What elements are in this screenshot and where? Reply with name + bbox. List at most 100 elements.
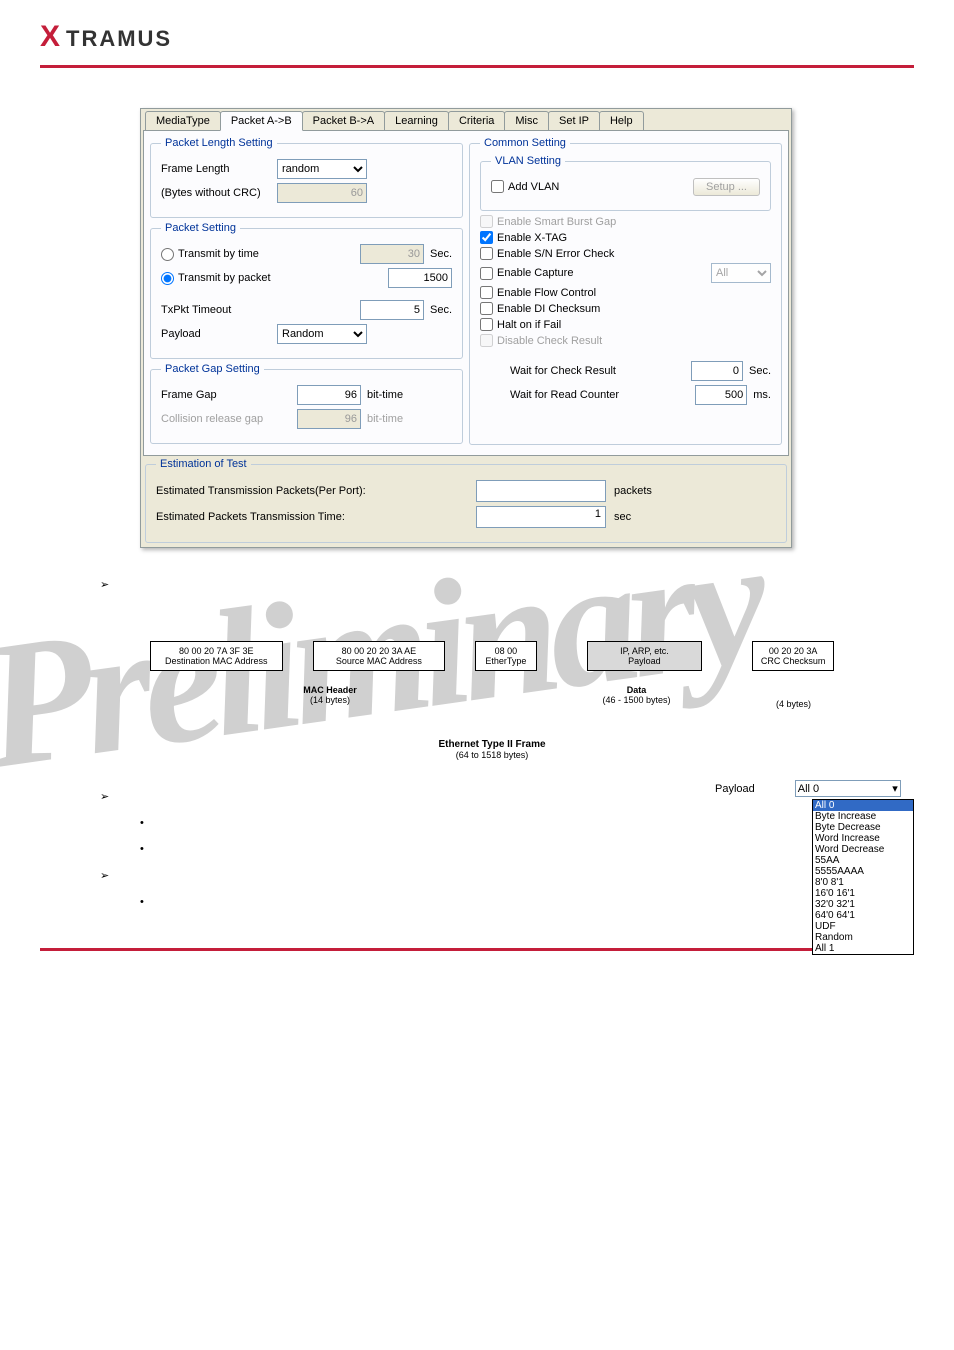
txpkt-label: TxPkt Timeout	[161, 304, 271, 316]
pd-list[interactable]: All 0 Byte Increase Byte Decrease Word I…	[812, 799, 914, 955]
capture-select: All	[711, 263, 771, 283]
capture-check[interactable]	[480, 267, 493, 280]
dtb-label: (46 - 1500 bytes)	[560, 695, 713, 705]
settings-dialog: MediaType Packet A->B Packet B->A Learni…	[140, 108, 792, 548]
wcr-label: Wait for Check Result	[510, 365, 616, 377]
wcr-suffix: Sec.	[749, 365, 771, 377]
sn-error-check[interactable]	[480, 247, 493, 260]
sec-label-2: Sec.	[430, 304, 452, 316]
wcr-input[interactable]	[691, 361, 743, 381]
pd-opt-6[interactable]: 5555AAAA	[813, 866, 913, 877]
vlan-setting: VLAN Setting Add VLAN Setup ...	[480, 155, 771, 211]
frame-gap-input[interactable]	[297, 385, 361, 405]
pd-label: Payload	[715, 783, 755, 795]
halt-fail-check[interactable]	[480, 318, 493, 331]
frame-length-select[interactable]: random	[277, 159, 367, 179]
tab-help[interactable]: Help	[599, 111, 644, 130]
transmit-by-time-label: Transmit by time	[178, 248, 259, 260]
wrc-suffix: ms.	[753, 389, 771, 401]
common-setting: Common Setting VLAN Setting Add VLAN Set…	[469, 137, 782, 445]
payload-select[interactable]: Random	[277, 324, 367, 344]
pd-opt-0[interactable]: All 0	[813, 800, 913, 811]
fb3a: 08 00	[482, 646, 529, 656]
fb1a: 80 00 20 7A 3F 3E	[157, 646, 276, 656]
tab-misc[interactable]: Misc	[504, 111, 549, 130]
tab-bar: MediaType Packet A->B Packet B->A Learni…	[141, 109, 791, 130]
frame-length-label: Frame Length	[161, 163, 271, 175]
ps-legend: Packet Setting	[161, 222, 240, 234]
chevron-down-icon[interactable]: ▾	[892, 782, 898, 795]
packet-setting: Packet Setting Transmit by time Sec. Tra…	[150, 222, 463, 359]
fb3b: EtherType	[482, 656, 529, 666]
frame-diagram: 80 00 20 7A 3F 3EDestination MAC Address…	[150, 641, 834, 760]
setup-button: Setup ...	[693, 178, 760, 196]
pd-opt-5[interactable]: 55AA	[813, 855, 913, 866]
fb4b: Payload	[594, 656, 696, 666]
wrc-input[interactable]	[695, 385, 747, 405]
pd-opt-4[interactable]: Word Decrease	[813, 844, 913, 855]
add-vlan-check[interactable]	[491, 180, 504, 193]
vlan-legend: VLAN Setting	[491, 155, 565, 167]
mh-label: MAC Header	[150, 685, 510, 695]
svg-text:TRAMUS: TRAMUS	[66, 26, 172, 51]
pd-opt-7[interactable]: 8'0 8'1	[813, 877, 913, 888]
est-l2: Estimated Packets Transmission Time:	[156, 511, 396, 523]
fb4a: IP, ARP, etc.	[594, 646, 696, 656]
disable-check-check	[480, 334, 493, 347]
bytes-label: (Bytes without CRC)	[161, 187, 271, 199]
estimation: Estimation of Test Estimated Transmissio…	[145, 458, 787, 543]
flow-control-check[interactable]	[480, 286, 493, 299]
tab-packet-ba[interactable]: Packet B->A	[302, 111, 385, 130]
by-time-input	[360, 244, 424, 264]
est-v2: 1	[476, 506, 606, 528]
fb5a: 00 20 20 3A	[759, 646, 827, 656]
tab-criteria[interactable]: Criteria	[448, 111, 505, 130]
mhb-label: (14 bytes)	[150, 695, 510, 705]
pd-selected[interactable]: All 0	[798, 783, 892, 795]
pd-opt-13[interactable]: All 1	[813, 943, 913, 954]
by-packet-input[interactable]	[388, 268, 452, 288]
pls-legend: Packet Length Setting	[161, 137, 277, 149]
cb-label: (4 bytes)	[753, 699, 834, 709]
est-s1: packets	[614, 485, 652, 497]
halt-fail-label: Halt on if Fail	[497, 319, 561, 331]
packet-length-setting: Packet Length Setting Frame Length rando…	[150, 137, 463, 218]
est-v1	[476, 480, 606, 502]
logo: XTRAMUS	[40, 20, 914, 57]
tab-setip[interactable]: Set IP	[548, 111, 600, 130]
tab-packet-ab[interactable]: Packet A->B	[220, 111, 303, 131]
tab-learning[interactable]: Learning	[384, 111, 449, 130]
xtag-label: Enable X-TAG	[497, 232, 567, 244]
frame-title: Ethernet Type II Frame	[150, 739, 834, 750]
payload-label: Payload	[161, 328, 271, 340]
pd-opt-12[interactable]: Random	[813, 932, 913, 943]
payload-dropdown-demo: Payload All 0 ▾ All 0 Byte Increase Byte…	[715, 780, 914, 955]
pd-opt-9[interactable]: 32'0 32'1	[813, 899, 913, 910]
flow-control-label: Enable Flow Control	[497, 287, 596, 299]
est-l1: Estimated Transmission Packets(Per Port)…	[156, 485, 396, 497]
pd-opt-11[interactable]: UDF	[813, 921, 913, 932]
tab-mediatype[interactable]: MediaType	[145, 111, 221, 130]
transmit-by-packet-radio[interactable]	[161, 272, 174, 285]
pd-opt-1[interactable]: Byte Increase	[813, 811, 913, 822]
transmit-by-packet-label: Transmit by packet	[178, 272, 271, 284]
pd-opt-10[interactable]: 64'0 64'1	[813, 910, 913, 921]
transmit-by-time-radio[interactable]	[161, 248, 174, 261]
pd-opt-2[interactable]: Byte Decrease	[813, 822, 913, 833]
pd-opt-3[interactable]: Word Increase	[813, 833, 913, 844]
bit-time-2: bit-time	[367, 413, 403, 425]
sec-label-1: Sec.	[430, 248, 452, 260]
pgs-legend: Packet Gap Setting	[161, 363, 264, 375]
di-checksum-label: Enable DI Checksum	[497, 303, 600, 315]
sn-error-label: Enable S/N Error Check	[497, 248, 614, 260]
txpkt-input[interactable]	[360, 300, 424, 320]
di-checksum-check[interactable]	[480, 302, 493, 315]
dt-label: Data	[560, 685, 713, 695]
frame-gap-label: Frame Gap	[161, 389, 291, 401]
wrc-label: Wait for Read Counter	[510, 389, 619, 401]
add-vlan-label: Add VLAN	[508, 181, 559, 193]
disable-check-label: Disable Check Result	[497, 335, 602, 347]
xtag-check[interactable]	[480, 231, 493, 244]
pd-opt-8[interactable]: 16'0 16'1	[813, 888, 913, 899]
est-s2: sec	[614, 511, 631, 523]
